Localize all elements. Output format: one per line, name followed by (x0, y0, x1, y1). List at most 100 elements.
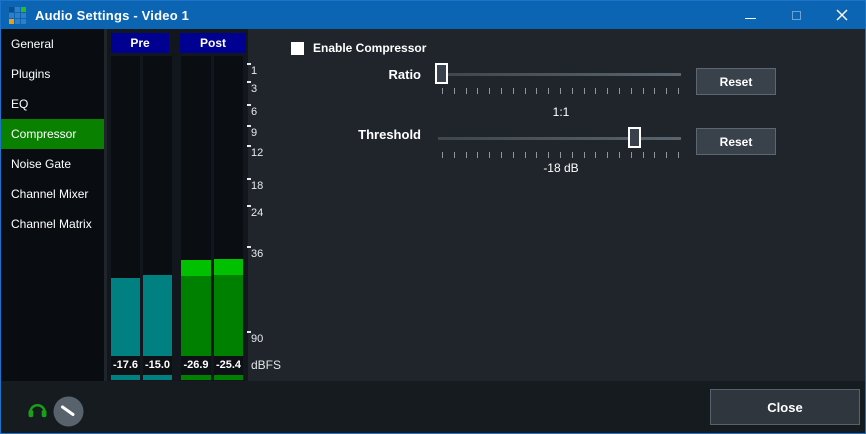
slider-tick (442, 88, 443, 94)
slider-tick (584, 152, 585, 158)
slider-tick (489, 88, 490, 94)
threshold-slider-track[interactable] (438, 137, 681, 140)
slider-tick (548, 88, 549, 94)
close-window-button[interactable] (819, 1, 865, 29)
slider-tick (477, 152, 478, 158)
meter-unit-label: dBFS (251, 358, 282, 372)
sidebar-item-channel-matrix[interactable]: Channel Matrix (11, 217, 92, 231)
slider-tick (607, 88, 608, 94)
scale-tick (247, 63, 251, 65)
titlebar: Audio Settings - Video 1 (1, 1, 865, 29)
sidebar-item-compressor[interactable]: Compressor (1, 119, 104, 149)
scale-tick (247, 145, 251, 147)
scale-tick (247, 331, 251, 333)
meter-group-header-pre: Pre (111, 33, 169, 53)
slider-tick (643, 88, 644, 94)
slider-tick (572, 88, 573, 94)
threshold-value: -18 dB (543, 161, 579, 175)
slider-tick (454, 152, 455, 158)
slider-tick (572, 152, 573, 158)
scale-label: 1 (251, 65, 258, 77)
window-controls (727, 1, 865, 29)
ratio-slider-track[interactable] (438, 73, 681, 76)
scale-label: 36 (251, 248, 264, 260)
slider-tick (595, 152, 596, 158)
footer-bar: Close (1, 381, 865, 433)
scale-label: 6 (251, 106, 258, 118)
settings-sidebar: General Plugins EQ Compressor Noise Gate Chan… (1, 29, 104, 381)
slider-tick (666, 152, 667, 158)
slider-tick (442, 152, 443, 158)
ratio-reset-button[interactable]: Reset (696, 68, 776, 95)
ratio-label: Ratio (388, 67, 422, 82)
slider-tick (525, 88, 526, 94)
slider-tick (595, 88, 596, 94)
scale-label: 3 (251, 83, 258, 95)
slider-tick (454, 88, 455, 94)
scale-tick (247, 125, 251, 127)
maximize-button[interactable] (773, 1, 819, 29)
slider-tick (501, 152, 502, 158)
close-icon (836, 9, 848, 21)
slider-tick (654, 88, 655, 94)
slider-tick (513, 152, 514, 158)
ratio-value: 1:1 (552, 105, 570, 119)
slider-tick (466, 152, 467, 158)
close-button[interactable]: Close (710, 389, 860, 425)
scale-label: 12 (251, 147, 264, 159)
sidebar-item-plugins[interactable]: Plugins (11, 67, 51, 81)
slider-tick (643, 152, 644, 158)
enable-compressor-checkbox[interactable] (291, 42, 304, 55)
scale-tick (247, 81, 251, 83)
scale-label: 9 (251, 127, 258, 139)
maximize-icon (791, 10, 801, 20)
minimize-button[interactable] (727, 1, 773, 29)
slider-tick (501, 88, 502, 94)
slider-tick (631, 152, 632, 158)
meter-value-label: -25.4 (214, 356, 243, 375)
sidebar-item-eq[interactable]: EQ (11, 97, 29, 111)
scale-tick (247, 104, 251, 106)
meter-value-label: -26.9 (181, 356, 211, 375)
sidebar-item-general[interactable]: General (11, 37, 54, 51)
threshold-label: Threshold (358, 127, 421, 142)
slider-tick (466, 88, 467, 94)
slider-tick (536, 88, 537, 94)
slider-tick (548, 152, 549, 158)
sidebar-item-noise-gate[interactable]: Noise Gate (11, 157, 72, 171)
headphones-icon[interactable] (27, 399, 48, 420)
app-logo-icon (9, 6, 26, 24)
ratio-slider-thumb[interactable] (435, 63, 448, 84)
meter-bar (214, 259, 243, 275)
window-title: Audio Settings - Video 1 (35, 7, 190, 23)
slider-tick (607, 152, 608, 158)
slider-tick (560, 152, 561, 158)
scale-label: 24 (251, 207, 264, 219)
slider-tick (477, 88, 478, 94)
slider-tick (654, 152, 655, 158)
slider-tick (666, 88, 667, 94)
sidebar-item-channel-mixer[interactable]: Channel Mixer (11, 187, 89, 201)
slider-tick (619, 88, 620, 94)
slider-tick (560, 88, 561, 94)
slider-tick (513, 88, 514, 94)
scale-tick (247, 205, 251, 207)
slider-tick (678, 152, 679, 158)
slider-tick (525, 152, 526, 158)
scale-label: 90 (251, 333, 264, 345)
volume-knob[interactable] (53, 396, 84, 427)
enable-compressor-label: Enable Compressor (313, 41, 427, 55)
threshold-reset-button[interactable]: Reset (696, 128, 776, 155)
threshold-slider-thumb[interactable] (628, 127, 641, 148)
meter-bar (181, 260, 211, 276)
audio-meter-panel: Pre Post -17.6 -15.0 -26.9 -25.4 (107, 29, 248, 381)
slider-tick (536, 152, 537, 158)
scale-tick (247, 178, 251, 180)
meter-group-header-post: Post (180, 33, 246, 53)
slider-tick (631, 88, 632, 94)
slider-tick (489, 152, 490, 158)
scale-tick (247, 246, 251, 248)
slider-tick (584, 88, 585, 94)
slider-tick (619, 152, 620, 158)
